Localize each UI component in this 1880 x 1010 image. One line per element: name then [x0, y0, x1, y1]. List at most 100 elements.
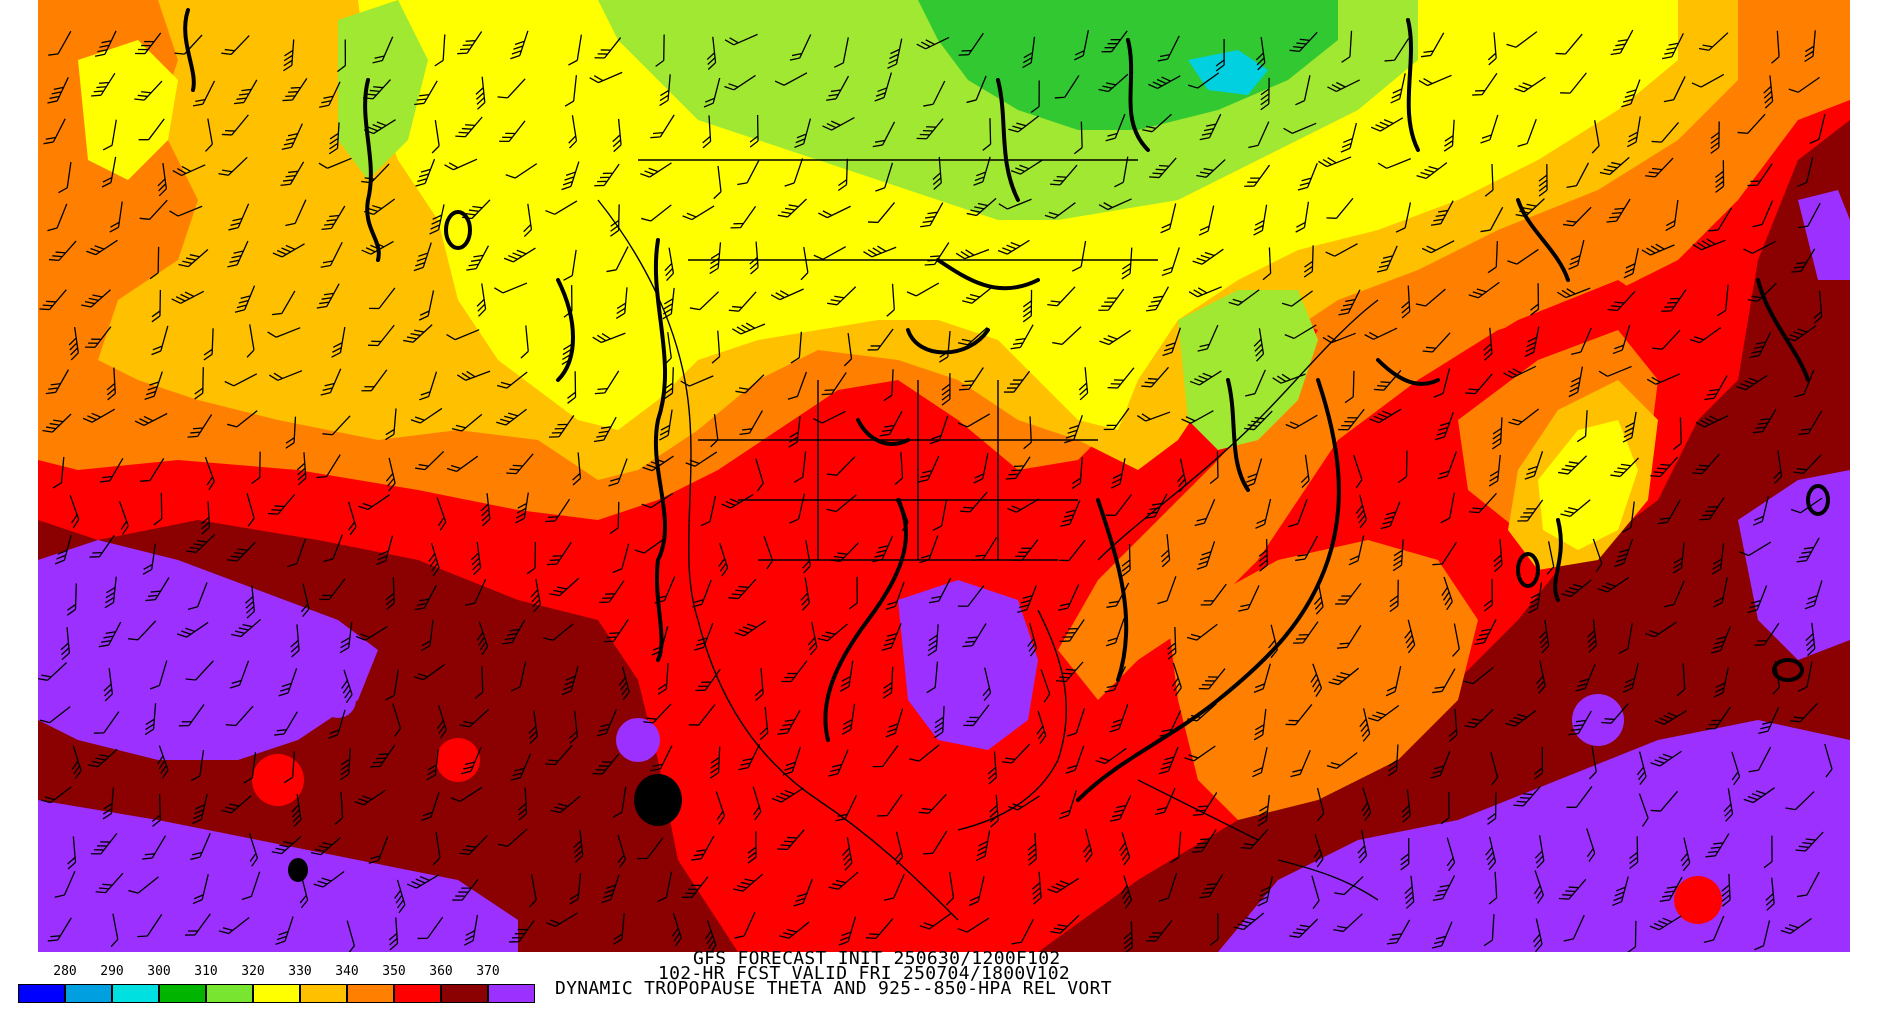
wind-barb	[285, 416, 297, 449]
wind-barb	[436, 705, 447, 739]
wind-barb	[640, 162, 672, 178]
wind-barb	[1592, 538, 1603, 573]
wind-barb	[841, 837, 853, 871]
wind-barb	[572, 452, 582, 486]
wind-barb	[592, 332, 626, 344]
wind-barb	[1036, 710, 1047, 745]
wind-barb	[1145, 286, 1170, 312]
wind-barb	[1310, 663, 1323, 697]
wind-barb	[1023, 416, 1032, 450]
wind-barb	[455, 116, 483, 138]
wind-barb	[1664, 580, 1685, 608]
wind-barb	[1355, 494, 1367, 529]
wind-barb	[139, 458, 165, 482]
wind-barb	[283, 39, 295, 72]
wind-barb	[883, 369, 894, 402]
wind-barb	[749, 115, 759, 148]
wind-barb	[843, 333, 853, 367]
wind-barb	[101, 156, 117, 188]
wind-barb	[1591, 120, 1600, 154]
wind-barb	[1370, 117, 1404, 132]
wind-barb	[52, 456, 65, 489]
wind-barb	[882, 666, 894, 699]
wind-barb	[1285, 704, 1313, 726]
wind-barb	[287, 538, 306, 568]
wind-barb	[135, 32, 162, 55]
wind-barb	[1712, 577, 1728, 608]
wind-barb	[1491, 417, 1503, 450]
wind-barb	[1588, 746, 1597, 780]
wind-barb	[331, 326, 346, 358]
wind-barb	[285, 199, 307, 227]
wind-barb	[1348, 535, 1365, 566]
wind-barb	[1415, 288, 1446, 307]
wind-barb	[1796, 871, 1820, 898]
wind-barb	[229, 660, 250, 689]
wind-barb	[1754, 920, 1771, 951]
wind-barb	[1044, 202, 1076, 219]
wind-barb	[1003, 370, 1031, 393]
wind-barb	[271, 835, 302, 855]
wind-barb	[89, 534, 115, 558]
wind-barb	[1705, 706, 1731, 730]
wind-barb	[1158, 746, 1179, 775]
wind-barb	[1099, 329, 1131, 346]
wind-barb	[637, 837, 664, 860]
wind-barb	[93, 711, 120, 734]
wind-barb	[497, 828, 528, 847]
wind-barb	[1253, 204, 1268, 236]
wind-barb	[1695, 414, 1729, 428]
wind-barb	[982, 667, 992, 702]
wind-barb	[1040, 669, 1051, 703]
wind-barb	[361, 240, 394, 255]
wind-barb	[929, 415, 949, 445]
wind-barb	[1505, 710, 1537, 727]
wind-barb	[1007, 498, 1040, 513]
color-legend: 280 290 300 310 320 330 340 350 360 370	[18, 964, 538, 1008]
wind-barb	[1105, 113, 1126, 142]
wind-barb	[957, 326, 988, 346]
wind-barb	[642, 455, 674, 472]
wind-barb	[186, 533, 216, 554]
wind-barb	[410, 407, 443, 424]
wind-barb	[90, 832, 118, 855]
wind-barb	[1196, 541, 1216, 570]
wind-barb	[174, 34, 203, 55]
wind-barb	[1793, 454, 1822, 475]
wind-barb	[1636, 751, 1647, 785]
wind-barb	[218, 156, 248, 176]
wind-barb	[444, 158, 478, 171]
wind-barb	[688, 704, 716, 726]
wind-barb	[657, 662, 669, 695]
wind-barb	[848, 576, 858, 610]
wind-barb	[1487, 32, 1497, 66]
wind-barb	[1752, 495, 1770, 526]
wind-barb	[102, 119, 117, 151]
wind-barb	[369, 287, 396, 310]
wind-barb	[42, 413, 72, 433]
wind-barb	[732, 322, 766, 335]
wind-barb	[790, 331, 803, 364]
wind-barb	[839, 660, 854, 692]
wind-barb	[1215, 38, 1225, 72]
wind-barb	[973, 453, 989, 484]
wind-barb	[429, 204, 445, 235]
wind-barb	[938, 331, 951, 363]
wind-barb	[1017, 585, 1037, 613]
wind-barb	[1240, 828, 1269, 850]
wind-barb	[282, 77, 308, 102]
wind-barb	[1441, 576, 1453, 611]
legend-label: 360	[429, 964, 453, 979]
wind-barb	[960, 491, 988, 513]
wind-barb	[81, 289, 111, 308]
wind-barb	[466, 245, 490, 271]
wind-barb	[385, 577, 395, 611]
wind-barb	[142, 835, 167, 860]
wind-barb	[1487, 241, 1499, 274]
theta-370-spot-3	[320, 682, 356, 718]
wind-barb	[346, 920, 355, 952]
wind-barb	[368, 836, 389, 864]
wind-barb	[1763, 835, 1773, 869]
wind-barb	[1607, 290, 1636, 312]
wind-barb	[1149, 157, 1177, 179]
